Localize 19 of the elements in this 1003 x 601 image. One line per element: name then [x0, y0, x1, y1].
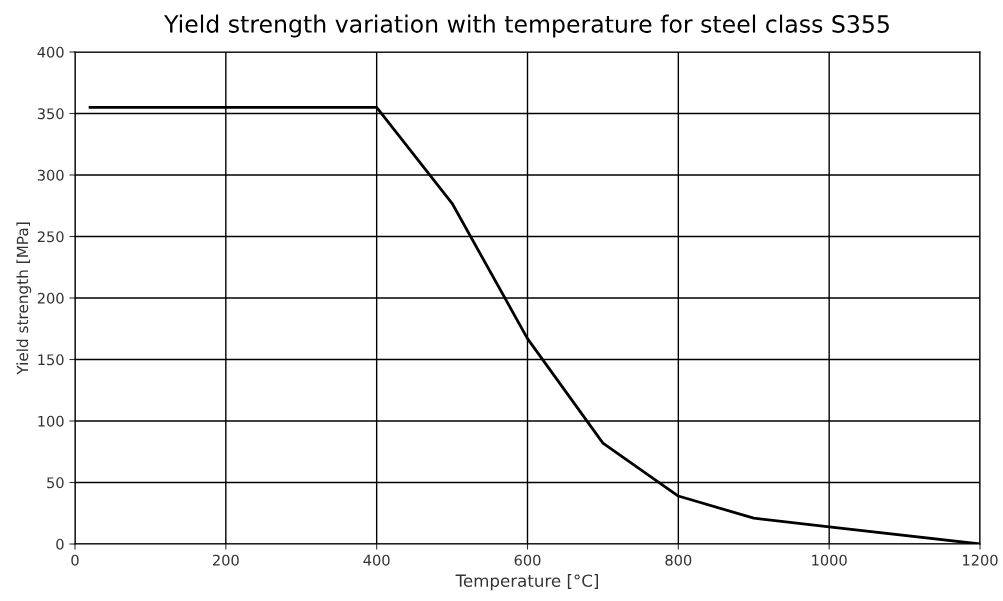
y-tick-label: 100 — [38, 415, 64, 427]
y-tick-label: 250 — [37, 231, 64, 243]
y-tick-label: 200 — [37, 292, 64, 304]
y-axis-title: Yield strength [MPa] — [16, 222, 32, 375]
x-tick-label: 400 — [363, 554, 390, 566]
x-tick-label: 600 — [514, 554, 541, 566]
y-tick-label: 350 — [37, 108, 64, 120]
chart-title: Yield strength variation with temperature for steel class S355 — [164, 14, 889, 38]
x-axis-title: Temperature [°C] — [455, 574, 598, 591]
y-tick-label: 50 — [47, 477, 64, 489]
y-tick-label: 0 — [56, 538, 64, 550]
y-tick-label: 400 — [37, 46, 64, 58]
x-tick-label: 200 — [212, 554, 239, 566]
x-tick-label: 0 — [71, 554, 79, 566]
x-tick-label: 1200 — [963, 554, 998, 566]
y-tick-label: 300 — [37, 169, 64, 181]
x-tick-label: 1000 — [812, 554, 847, 566]
x-tick-label: 800 — [665, 554, 692, 566]
y-tick-label: 150 — [38, 354, 64, 366]
